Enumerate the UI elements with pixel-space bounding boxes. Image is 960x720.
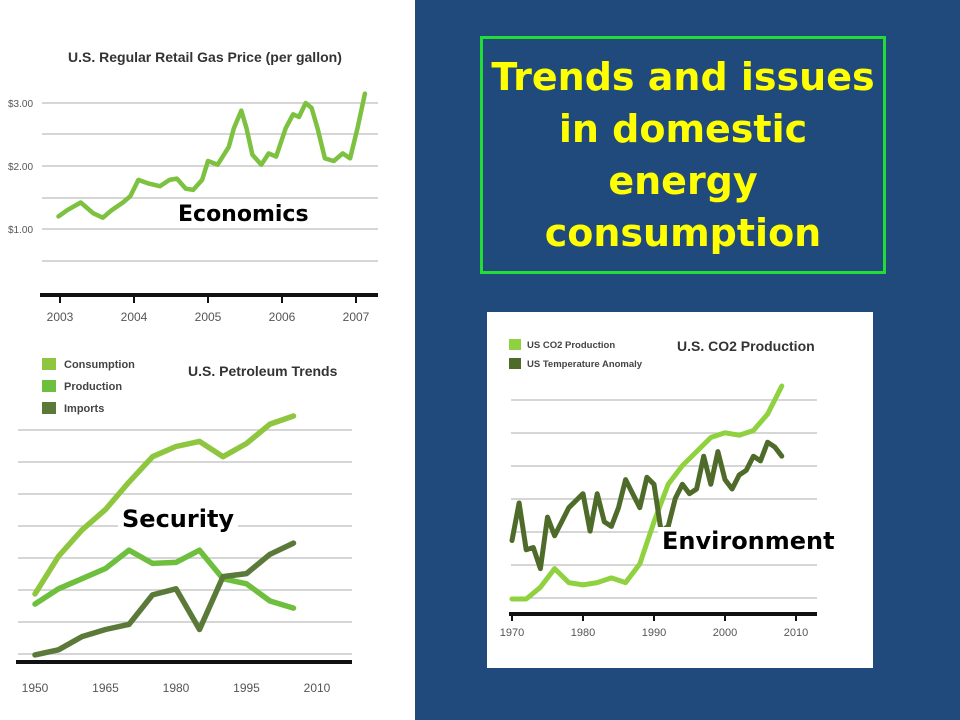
legend-swatch (42, 402, 56, 414)
legend-label: Consumption (64, 359, 135, 371)
economics-label: Economics (174, 202, 313, 227)
legend-label: Imports (64, 403, 104, 415)
x-tick-label: 2003 (47, 310, 74, 324)
x-tick-label: 2007 (343, 310, 370, 324)
x-tick-label: 1965 (92, 681, 119, 695)
chart-title: U.S. CO2 Production (677, 338, 815, 354)
legend-swatch (509, 339, 521, 350)
x-tick-label: 1980 (571, 627, 595, 639)
series-line (32, 413, 297, 597)
y-tick-label: $1.00 (8, 225, 33, 236)
legend-swatch (509, 358, 521, 369)
x-tick-label: 2006 (269, 310, 296, 324)
x-tick-label: 1980 (163, 681, 190, 695)
x-tick-label: 1970 (500, 627, 524, 639)
legend-label: US Temperature Anomaly (527, 359, 643, 370)
series-line (509, 383, 785, 602)
slide-title: Trends and issues in domestic energy con… (491, 55, 875, 255)
petroleum-chart: U.S. Petroleum Trends Consumption Product… (16, 358, 352, 695)
x-tick-label: 2000 (713, 627, 737, 639)
x-tick-label: 1950 (22, 681, 49, 695)
series-line (32, 547, 297, 611)
x-tick-label: 1995 (233, 681, 260, 695)
chart-title: U.S. Petroleum Trends (188, 363, 338, 379)
co2-chart: U.S. CO2 Production US CO2 Production US … (500, 338, 817, 639)
legend-label: US CO2 Production (527, 340, 615, 351)
y-tick-label: $3.00 (8, 99, 33, 110)
series-line (509, 439, 785, 572)
legend-swatch (42, 358, 56, 370)
legend-swatch (42, 380, 56, 392)
x-tick-label: 2010 (784, 627, 808, 639)
series-line (32, 540, 297, 658)
x-tick-label: 2010 (304, 681, 331, 695)
environment-label: Environment (658, 527, 839, 555)
chart-title: U.S. Regular Retail Gas Price (per gallo… (68, 49, 342, 65)
x-tick-label: 1990 (642, 627, 666, 639)
x-tick-label: 2005 (195, 310, 222, 324)
y-tick-label: $2.00 (8, 162, 33, 173)
x-tick-label: 2004 (121, 310, 148, 324)
gas-price-chart: U.S. Regular Retail Gas Price (per gallo… (8, 49, 378, 324)
legend-label: Production (64, 381, 122, 393)
title-box: Trends and issues in domestic energy con… (480, 36, 886, 274)
co2-card: U.S. CO2 Production US CO2 Production US … (487, 312, 873, 668)
security-label: Security (118, 505, 239, 533)
series-line (56, 91, 368, 220)
